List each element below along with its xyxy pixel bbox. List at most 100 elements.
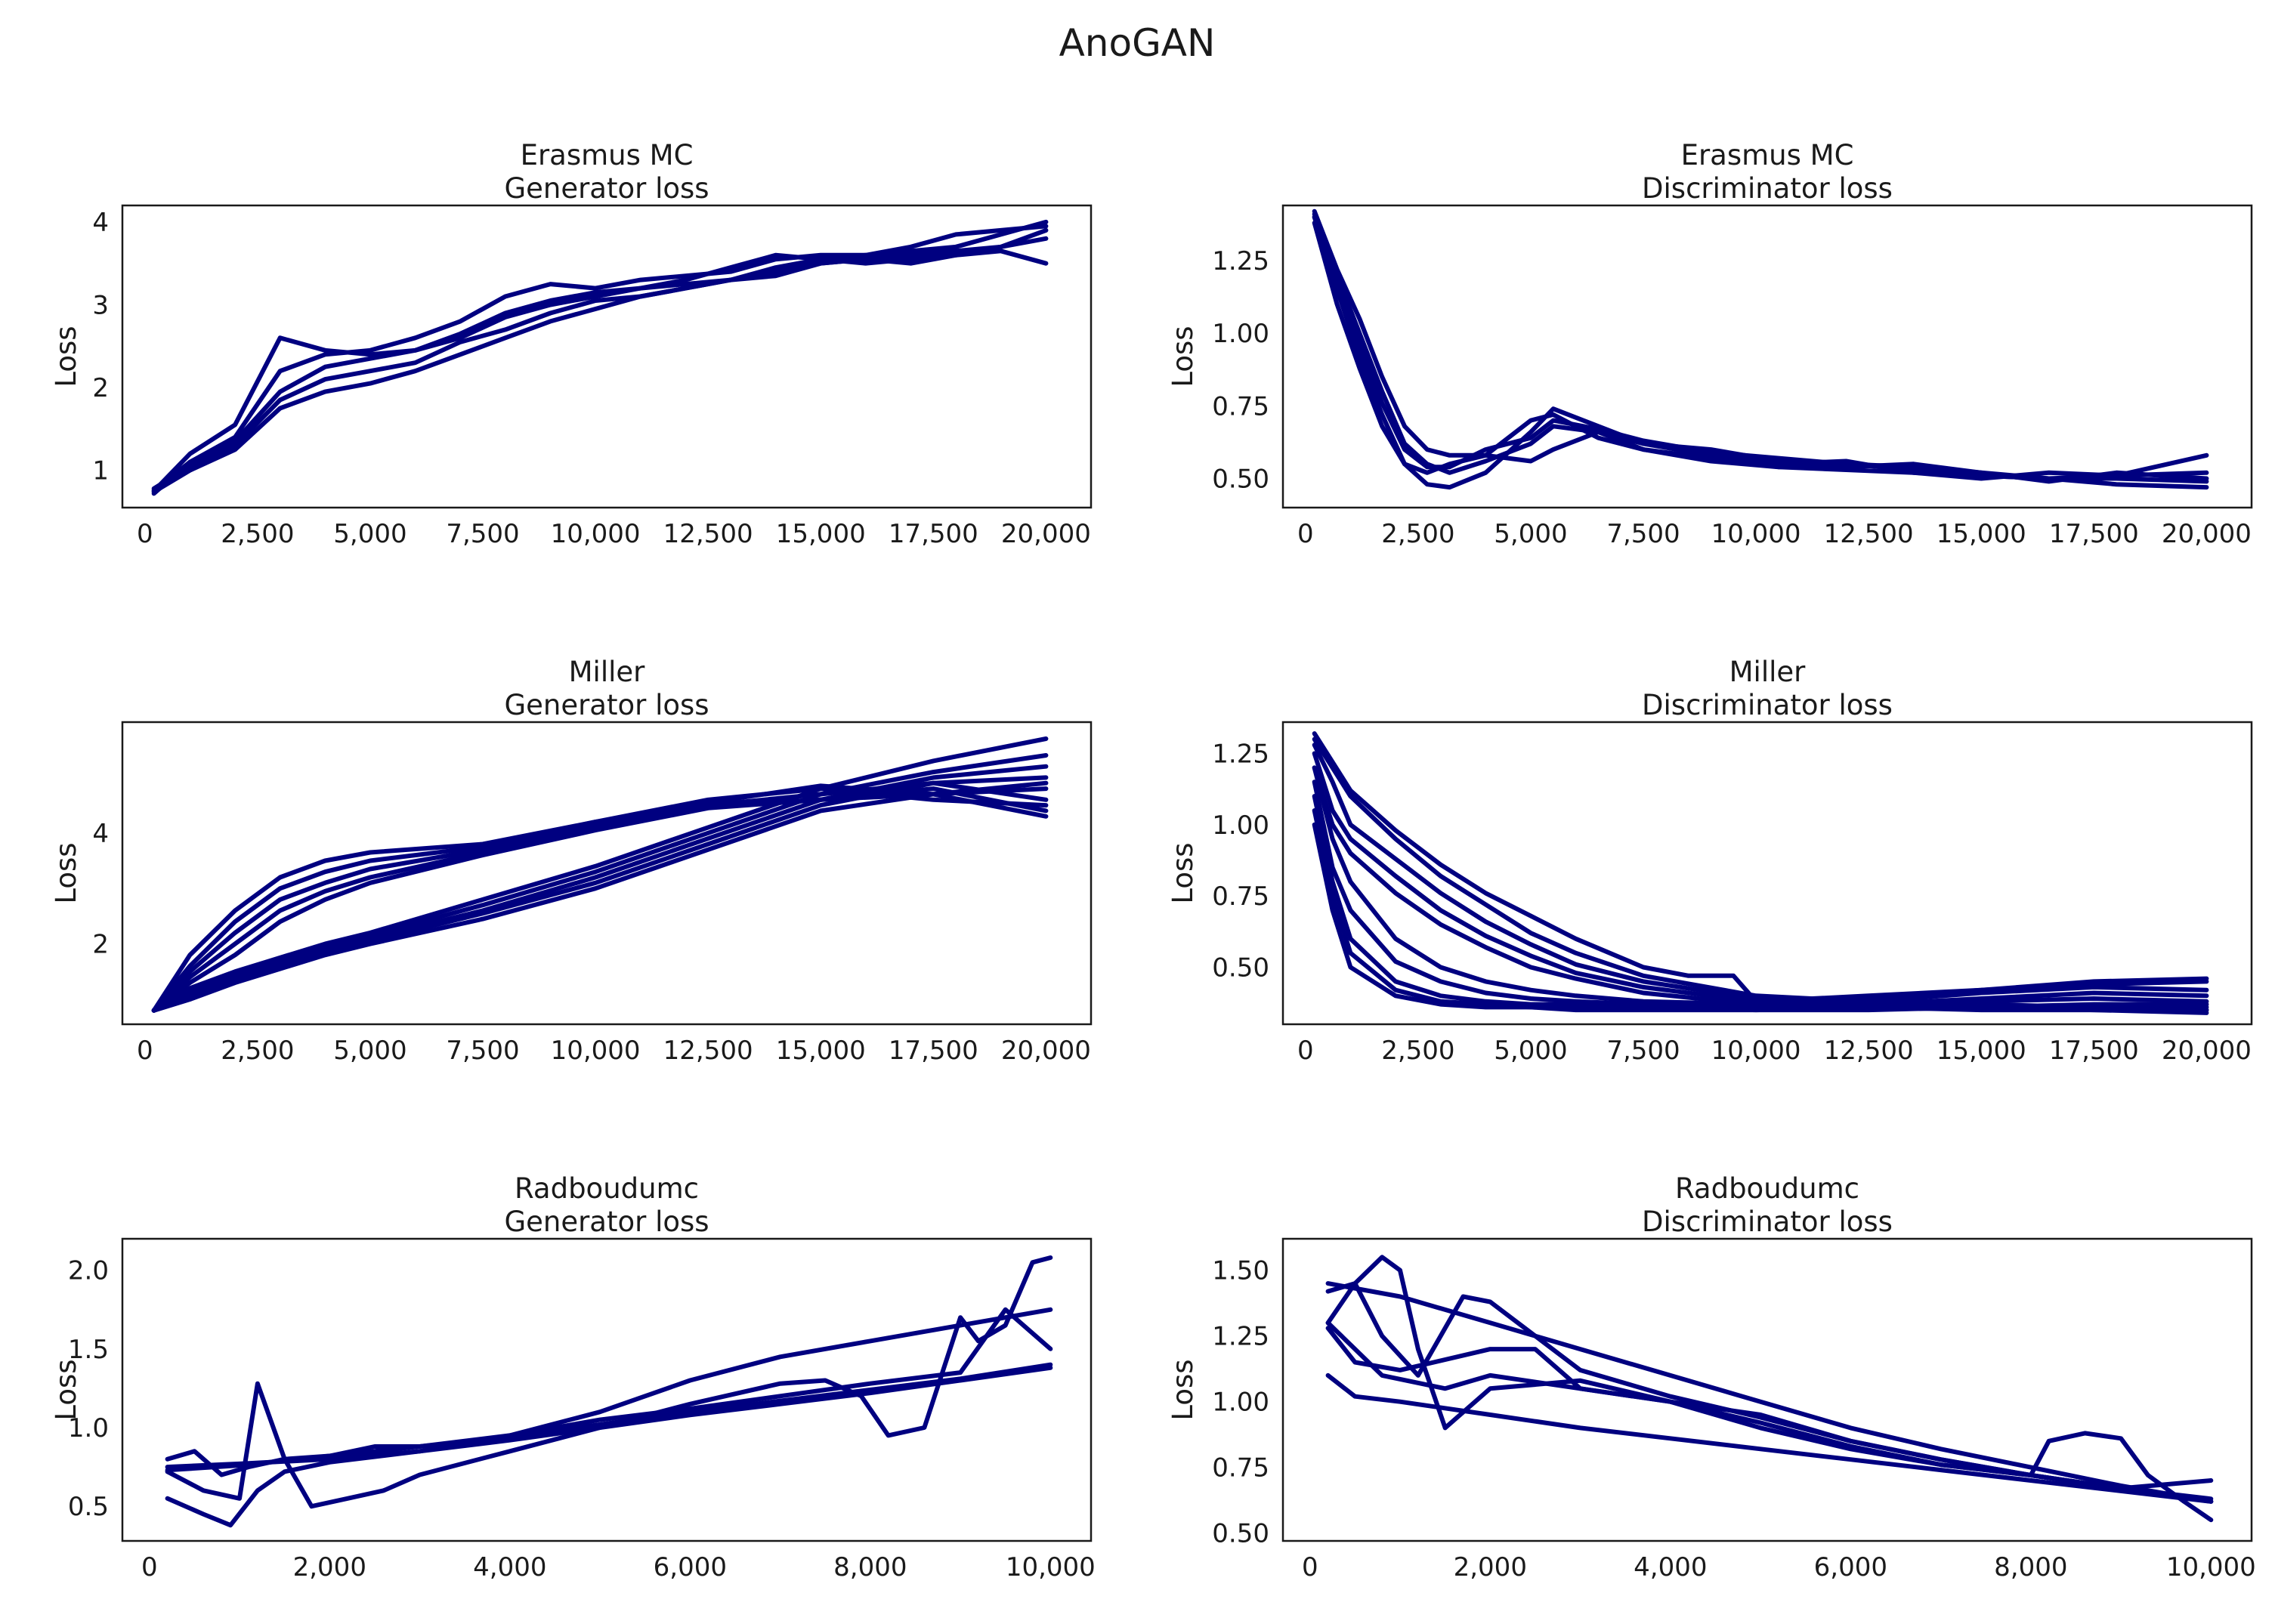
- axes-frame: [121, 204, 1093, 509]
- y-tick-label: 2.0: [68, 1256, 109, 1286]
- series-group: [151, 736, 1049, 1013]
- y-axis-label: Loss: [50, 842, 82, 903]
- series-line-3: [151, 783, 1049, 1013]
- x-tick-label: 10,000: [1711, 1036, 1801, 1066]
- series-line-1: [1312, 211, 2209, 484]
- series-line-7: [151, 753, 1049, 1013]
- series-line-8: [151, 764, 1049, 1013]
- panel-title-line2: Generator loss: [504, 1206, 709, 1238]
- panel-title-line2: Discriminator loss: [1642, 689, 1893, 721]
- series-line-3: [151, 227, 1049, 491]
- x-tick-label: 2,000: [293, 1552, 366, 1582]
- y-tick-label: 1: [92, 456, 109, 486]
- x-tick-label: 15,000: [1937, 1036, 2026, 1066]
- figure-title: AnoGAN: [1059, 21, 1216, 65]
- y-tick-label: 4: [92, 208, 109, 238]
- y-tick-label: 1.00: [1212, 1388, 1269, 1418]
- y-tick-label: 4: [92, 819, 109, 849]
- series-line-10: [151, 780, 1049, 1013]
- x-tick-label: 17,500: [889, 519, 978, 549]
- x-tick-label: 15,000: [776, 519, 866, 549]
- x-tick-label: 0: [1302, 1552, 1318, 1582]
- x-tick-label: 7,500: [1606, 519, 1680, 549]
- series-line-7: [1312, 794, 2209, 1010]
- series-line-5: [165, 1307, 1053, 1477]
- y-tick-label: 1.00: [1212, 810, 1269, 841]
- y-axis-label: Loss: [50, 1359, 82, 1420]
- series-line-6: [151, 736, 1049, 1013]
- axes-frame: [1281, 721, 2253, 1026]
- axes-frame: [121, 721, 1093, 1026]
- y-tick-label: 0.50: [1212, 465, 1269, 495]
- panel-title-line2: Generator loss: [504, 689, 709, 721]
- x-tick-label: 0: [141, 1552, 158, 1582]
- x-tick-label: 15,000: [776, 1036, 866, 1066]
- series-line-6: [1325, 1320, 2214, 1491]
- y-axis-label: Loss: [50, 326, 82, 387]
- series-line-1: [151, 236, 1049, 494]
- series-line-3: [1325, 1326, 2214, 1523]
- x-tick-label: 0: [137, 1036, 153, 1066]
- y-axis-label: Loss: [1167, 326, 1199, 387]
- y-tick-label: 1.25: [1212, 246, 1269, 276]
- series-line-4: [1312, 765, 2209, 1015]
- x-tick-label: 5,000: [333, 519, 406, 549]
- x-tick-label: 15,000: [1937, 519, 2026, 549]
- panel-title-line1: Radboudumc: [515, 1172, 699, 1205]
- panel-title-line1: Radboudumc: [1675, 1172, 1859, 1205]
- x-tick-label: 0: [1297, 1036, 1314, 1066]
- x-tick-label: 0: [1297, 519, 1314, 549]
- panel-title-line1: Erasmus MC: [1681, 139, 1854, 171]
- axes-frame: [121, 1237, 1093, 1542]
- x-tick-label: 2,000: [1454, 1552, 1527, 1582]
- x-tick-label: 12,500: [1824, 519, 1914, 549]
- y-tick-label: 1.5: [68, 1335, 109, 1365]
- x-tick-label: 2,500: [221, 1036, 294, 1066]
- panel-title-line2: Generator loss: [504, 172, 709, 205]
- x-tick-label: 5,000: [1494, 1036, 1567, 1066]
- x-tick-label: 7,500: [1606, 1036, 1680, 1066]
- x-tick-label: 7,500: [446, 519, 519, 549]
- series-line-5: [151, 224, 1049, 492]
- x-tick-label: 10,000: [1006, 1552, 1096, 1582]
- x-tick-label: 12,500: [663, 1036, 753, 1066]
- series-line-2: [1312, 215, 2209, 490]
- y-tick-label: 0.75: [1212, 1453, 1269, 1484]
- panel-title-line2: Discriminator loss: [1642, 1206, 1893, 1238]
- series-line-6: [1312, 780, 2209, 1010]
- series-line-3: [1312, 208, 2209, 484]
- series-group: [1312, 208, 2209, 490]
- x-tick-label: 7,500: [446, 1036, 519, 1066]
- x-tick-label: 20,000: [2162, 1036, 2252, 1066]
- y-tick-label: 1.25: [1212, 739, 1269, 770]
- x-tick-label: 12,500: [663, 519, 753, 549]
- y-axis-label: Loss: [1167, 842, 1199, 903]
- y-tick-label: 0.50: [1212, 1519, 1269, 1549]
- series-line-5: [1325, 1281, 2214, 1504]
- x-tick-label: 4,000: [473, 1552, 546, 1582]
- x-tick-label: 2,500: [1381, 519, 1454, 549]
- x-tick-label: 0: [137, 519, 153, 549]
- panel-title-line2: Discriminator loss: [1642, 172, 1893, 205]
- x-tick-label: 17,500: [2049, 1036, 2139, 1066]
- panel-title-line1: Miller: [1729, 656, 1807, 688]
- series-line-5: [1312, 215, 2209, 481]
- x-tick-label: 10,000: [2166, 1552, 2256, 1582]
- x-tick-label: 4,000: [1634, 1552, 1707, 1582]
- series-line-4: [1325, 1372, 2214, 1504]
- x-tick-label: 10,000: [551, 1036, 641, 1066]
- y-tick-label: 0.75: [1212, 391, 1269, 421]
- series-line-1: [1325, 1255, 2214, 1504]
- series-line-4: [1312, 221, 2209, 490]
- panels: Erasmus MC Generator loss 0 2,500 5,000 7,500…: [50, 139, 2256, 1582]
- series-line-5: [1312, 765, 2209, 1007]
- y-tick-label: 1.50: [1212, 1256, 1269, 1286]
- x-tick-label: 2,500: [221, 519, 294, 549]
- x-tick-label: 10,000: [1711, 519, 1801, 549]
- y-tick-label: 0.50: [1212, 953, 1269, 983]
